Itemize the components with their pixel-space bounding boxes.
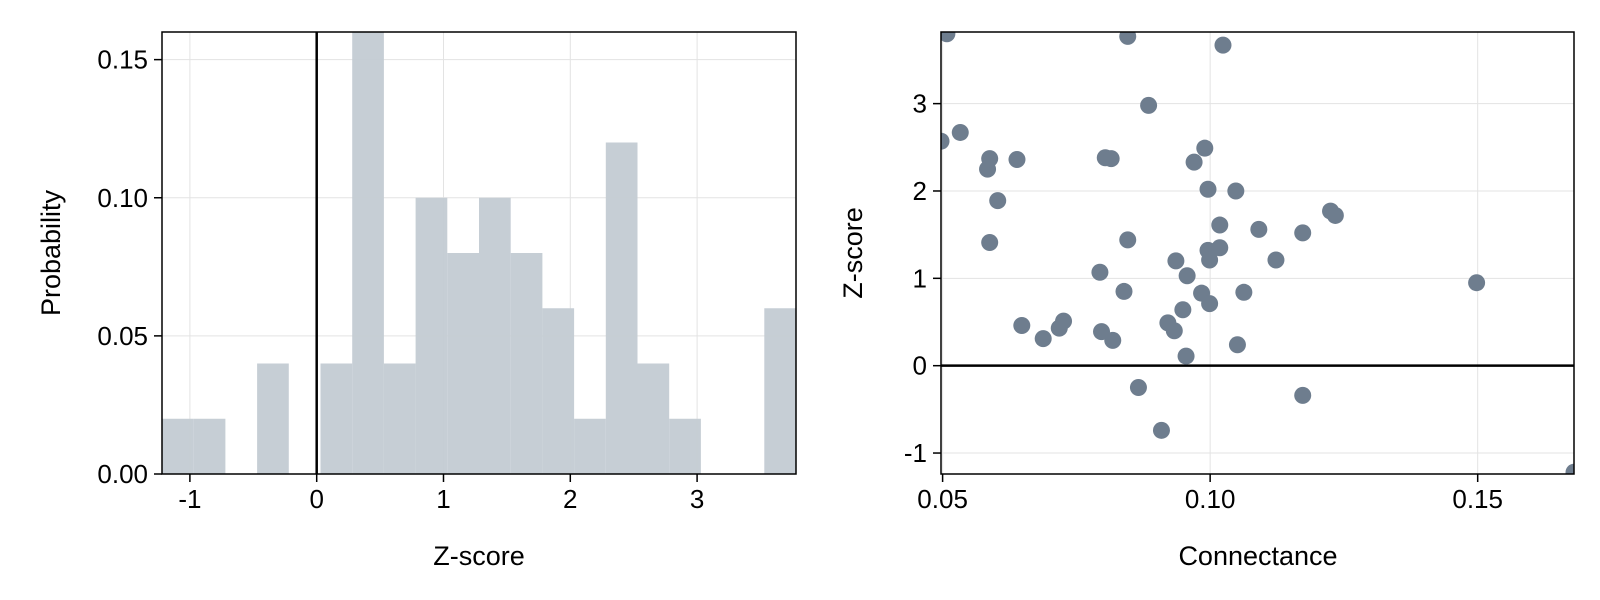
histogram-bar [637, 363, 670, 474]
scatter-point [989, 192, 1007, 210]
scatter-point [1199, 180, 1217, 198]
scatter-x-tick-label: 0.10 [1185, 484, 1236, 514]
scatter-plot-area [941, 32, 1574, 474]
histogram-x-axis-label: Z-score [433, 541, 525, 571]
scatter-y-tick-label: -1 [904, 438, 927, 468]
scatter-x-tick-label: 0.15 [1452, 484, 1503, 514]
scatter-point [1235, 283, 1253, 301]
scatter-point [1211, 216, 1229, 234]
histogram-bar [605, 142, 638, 474]
histogram-bar [257, 363, 289, 474]
histogram-x-tick-label: 0 [309, 484, 323, 514]
histogram-bar [542, 308, 575, 474]
scatter-x-tick-label: 0.05 [917, 484, 968, 514]
scatter-point [951, 123, 969, 141]
scatter-point [1250, 220, 1268, 238]
histogram-bar [193, 418, 226, 474]
histogram-x-tick-label: 2 [563, 484, 577, 514]
scatter-point [1034, 330, 1052, 348]
scatter-point [1091, 263, 1109, 281]
histogram-x-tick-label: 3 [690, 484, 704, 514]
scatter-y-ticks: -1 0 1 2 3 [904, 89, 941, 468]
scatter-point [1008, 151, 1026, 169]
histogram-bar [479, 197, 511, 474]
scatter-point [1267, 251, 1285, 269]
scatter-point [981, 150, 999, 168]
scatter-point [941, 132, 950, 150]
scatter-y-tick-label: 0 [913, 351, 927, 381]
histogram-bar [415, 197, 448, 474]
histogram-bar [162, 418, 194, 474]
scatter-point [1201, 251, 1219, 269]
histogram-x-tick-label: -1 [178, 484, 201, 514]
scatter-point [1119, 32, 1137, 45]
histogram-y-ticks: 0.00 0.05 0.10 0.15 [97, 45, 162, 489]
histogram-y-tick-label: 0.10 [97, 183, 148, 213]
histogram-y-tick-label: 0.00 [97, 459, 148, 489]
scatter-point [1102, 150, 1120, 168]
scatter-point [1119, 231, 1137, 249]
scatter-points [941, 32, 1574, 474]
histogram-y-axis-label: Probability [36, 189, 66, 316]
scatter-frame [940, 31, 1575, 475]
scatter-point [1294, 386, 1312, 404]
histogram-bar [510, 253, 543, 474]
scatter-y-axis-label: Z-score [838, 207, 868, 299]
scatter-point [1140, 96, 1158, 114]
scatter-x-axis-label: Connectance [1178, 541, 1337, 571]
histogram-bar [320, 363, 353, 474]
scatter-point [1177, 347, 1195, 365]
scatter-y-tick-label: 1 [913, 263, 927, 293]
scatter-point [1167, 252, 1185, 270]
scatter-point [1115, 282, 1133, 300]
scatter-point [1227, 182, 1245, 200]
histogram-bar [383, 363, 416, 474]
scatter-point [1185, 153, 1203, 171]
scatter-point [1104, 331, 1122, 349]
histogram-y-tick-label: 0.15 [97, 45, 148, 75]
scatter-point [1565, 463, 1574, 474]
histogram-bar [574, 418, 606, 474]
scatter-point [941, 32, 956, 43]
scatter-point [1201, 295, 1219, 313]
histogram-x-ticks: -1 0 1 2 3 [178, 474, 704, 514]
scatter-point [1165, 322, 1183, 340]
scatter-point [1326, 206, 1344, 224]
histogram-x-tick-label: 1 [436, 484, 450, 514]
scatter-point [1174, 301, 1192, 319]
histogram-y-tick-label: 0.05 [97, 321, 148, 351]
scatter-y-tick-label: 3 [913, 89, 927, 119]
scatter-point [1152, 421, 1170, 439]
scatter-point [1178, 267, 1196, 285]
histogram-bar [669, 418, 701, 474]
scatter-panel: 0.05 0.10 0.15 -1 0 1 2 3 Connectance Z-score [838, 31, 1575, 571]
scatter-point [1228, 336, 1246, 354]
scatter-point [1211, 239, 1229, 257]
scatter-point [1214, 36, 1232, 54]
scatter-point [1013, 317, 1031, 335]
histogram-bars [162, 32, 796, 474]
scatter-grid [941, 32, 1574, 474]
histogram-bar [764, 308, 796, 474]
scatter-point [1294, 224, 1312, 242]
scatter-point [1129, 379, 1147, 397]
scatter-point [1055, 312, 1073, 330]
histogram-bar [352, 32, 384, 474]
histogram-bar [447, 253, 479, 474]
scatter-point [1468, 274, 1486, 292]
scatter-point [981, 234, 999, 252]
histogram-frame [161, 31, 797, 475]
scatter-point [1196, 139, 1214, 157]
scatter-x-ticks: 0.05 0.10 0.15 [917, 474, 1503, 514]
histogram-panel: -1 0 1 2 3 0.00 0.05 0.10 0.15 Z-score Probabil… [36, 31, 797, 571]
scatter-y-tick-label: 2 [913, 176, 927, 206]
